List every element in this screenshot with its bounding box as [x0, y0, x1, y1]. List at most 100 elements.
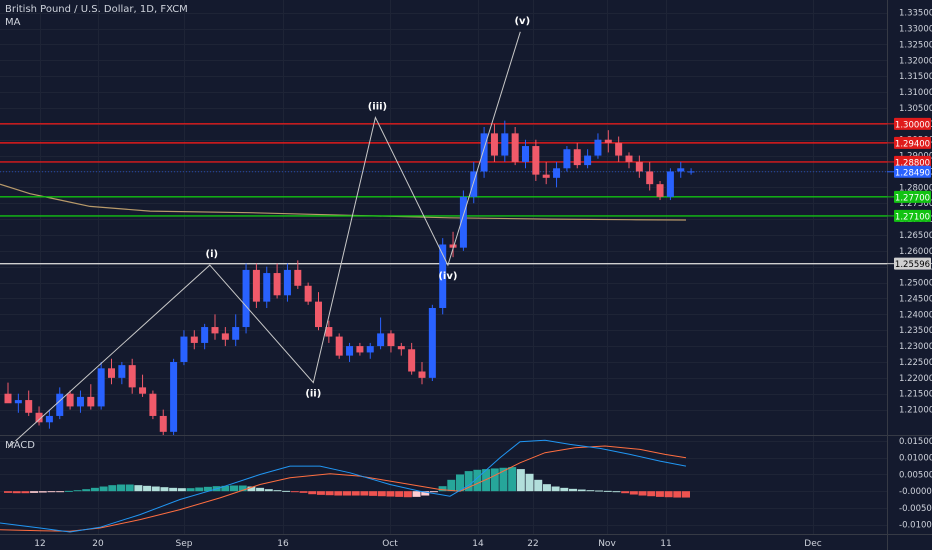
level-price-tag [894, 190, 931, 203]
candle-body [418, 371, 426, 378]
macd-histogram-bar [4, 491, 12, 493]
macd-histogram-bar [551, 486, 560, 492]
candle-body [35, 412, 43, 423]
macd-histogram-bar [577, 489, 586, 492]
level-price-tag-label: 1.27700 [895, 193, 930, 203]
price-tick-label: 1.22000 [899, 374, 932, 384]
price-tick-label: 1.26000 [899, 247, 932, 257]
candle-body [656, 184, 664, 197]
candle-body [459, 196, 467, 248]
indicator-label-ma: MA [5, 17, 21, 28]
macd-histogram-bar [12, 491, 21, 494]
macd-histogram-bar [238, 485, 247, 492]
macd-histogram-bar [256, 487, 265, 492]
level-price-tag [894, 209, 931, 222]
candle-body [335, 336, 343, 356]
wave-label: (iv) [438, 271, 457, 282]
price-tick-label: 1.31000 [899, 88, 932, 98]
macd-histogram-bar [377, 491, 386, 497]
macd-histogram-bar [673, 491, 682, 498]
wave-path-line[interactable] [7, 31, 521, 449]
macd-histogram-bar [655, 491, 664, 497]
time-tick-label: 16 [277, 539, 289, 549]
macd-tick-label: -0.01000 [899, 521, 932, 531]
price-tick-label: 1.24000 [899, 310, 932, 320]
price-tick-label: 1.21500 [899, 390, 932, 400]
candle-body [677, 168, 685, 172]
candle-body [4, 393, 12, 404]
macd-histogram-bar [221, 485, 230, 492]
time-tick-label: 22 [527, 539, 538, 549]
candle-body [387, 333, 395, 347]
macd-histogram-bar [421, 491, 430, 496]
candle-body [170, 361, 178, 432]
macd-histogram-bar [482, 469, 491, 492]
candle-body [666, 171, 674, 197]
macd-histogram-bar [21, 491, 30, 494]
candle-body [428, 307, 436, 378]
price-tick-label: 1.28000 [899, 183, 932, 193]
candle-body [480, 133, 488, 172]
macd-histogram-bar [499, 467, 508, 492]
level-price-tag [894, 165, 931, 178]
macd-histogram-bar [325, 491, 334, 496]
macd-histogram-bar [638, 491, 647, 496]
price-tick-label: 1.21000 [899, 406, 932, 416]
macd-histogram-bar [203, 486, 212, 492]
candle-body [377, 333, 385, 347]
macd-histogram-bar [612, 491, 621, 493]
candle-body [490, 133, 498, 156]
candle-body [625, 155, 633, 162]
candle-body [573, 149, 581, 166]
macd-histogram-bar [664, 491, 673, 498]
candle-body [87, 396, 95, 407]
candle-body [646, 171, 654, 185]
macd-histogram-bar [264, 489, 273, 492]
macd-histogram-bar [125, 484, 134, 492]
candle-body [221, 333, 229, 340]
macd-histogram-bar [429, 491, 438, 493]
macd-line [0, 439, 687, 533]
macd-histogram-bar [160, 487, 169, 492]
macd-histogram-bar [560, 487, 569, 492]
macd-histogram-bar [230, 485, 238, 492]
candle-body [283, 269, 291, 296]
macd-histogram-bar [386, 491, 395, 497]
candle-body [97, 368, 105, 407]
macd-histogram-bar [82, 489, 91, 492]
candle-body [584, 155, 592, 166]
price-pane: (i) (ii) (iii) (iv) (v) [0, 15, 887, 449]
moving-average-line [0, 183, 687, 221]
candle-body [190, 336, 198, 343]
candle-body [470, 171, 478, 197]
macd-histogram-bar [134, 485, 143, 492]
macd-histogram-bar [412, 491, 421, 497]
candle-body [542, 174, 550, 178]
candle-body [408, 349, 416, 372]
candle-body [346, 346, 354, 356]
candle-body [273, 273, 281, 296]
price-tick-label: 1.26500 [899, 231, 932, 241]
wave-label: (v) [514, 16, 530, 27]
candle-body [139, 387, 147, 394]
macd-histogram-bar [534, 479, 543, 492]
candle-body [604, 139, 612, 143]
candle-body [439, 244, 447, 308]
price-tick-label: 1.32000 [899, 56, 932, 66]
candle-body [366, 346, 374, 353]
macd-histogram-bar [151, 486, 160, 492]
macd-histogram-bar [438, 486, 447, 492]
wave-label: (i) [206, 249, 219, 260]
time-tick-label: Dec [804, 539, 821, 549]
wave-label: (ii) [305, 389, 321, 400]
macd-histogram-bar [56, 491, 65, 493]
macd-histogram-bar [490, 468, 499, 492]
price-tick-label: 1.22500 [899, 358, 932, 368]
candle-body [594, 139, 602, 156]
level-price-tag [894, 117, 931, 130]
time-tick-label: Oct [382, 539, 398, 549]
macd-pane [0, 436, 887, 534]
macd-histogram-bar [395, 491, 404, 497]
macd-histogram-bar [273, 490, 282, 492]
